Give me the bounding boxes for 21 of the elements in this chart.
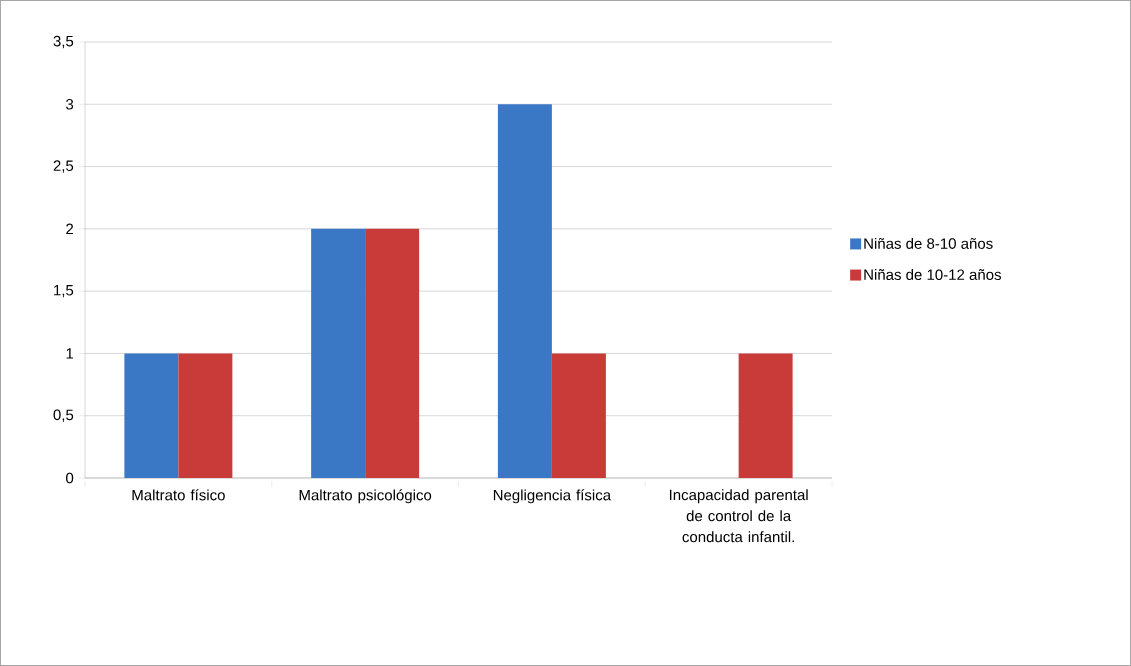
bar bbox=[551, 353, 606, 478]
y-tick-label: 1,5 bbox=[54, 285, 74, 298]
legend-label: Niñas de 10-12 años bbox=[864, 269, 1001, 281]
legend-label: Niñas de 8-10 años bbox=[864, 237, 993, 249]
x-tick-label: Maltrato psicológico bbox=[299, 489, 432, 504]
y-tick-label: 2 bbox=[66, 223, 74, 235]
y-tick-label: 0 bbox=[66, 472, 74, 484]
x-tick-label: Maltrato físico bbox=[132, 489, 225, 501]
y-tick-label: 3 bbox=[66, 98, 74, 110]
bar bbox=[497, 104, 552, 478]
bar bbox=[178, 353, 233, 478]
x-tick-label: Incapacidad parental de control de la conducta infantil. bbox=[669, 489, 808, 543]
bar bbox=[365, 228, 420, 478]
bar bbox=[311, 228, 366, 478]
bar bbox=[738, 353, 793, 478]
y-tick-label: 3,5 bbox=[53, 35, 74, 49]
y-tick-label: 2,5 bbox=[53, 160, 74, 173]
y-tick-label: 0,5 bbox=[53, 409, 74, 422]
bar bbox=[124, 353, 179, 478]
x-tick-label: Negligencia física bbox=[493, 489, 612, 504]
y-tick-label: 1 bbox=[66, 348, 74, 359]
